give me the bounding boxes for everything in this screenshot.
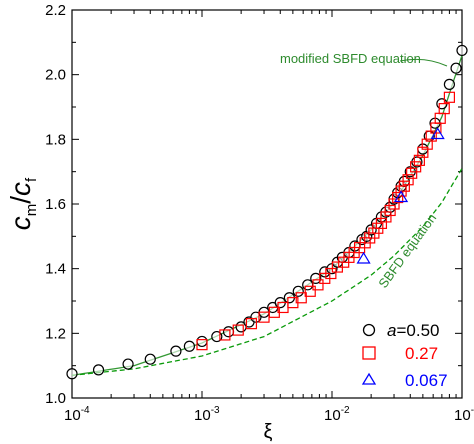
point-027	[421, 138, 433, 150]
point-a050	[122, 358, 134, 370]
x-tick-label: 10-1	[454, 405, 474, 424]
point-027	[219, 329, 231, 341]
legend-marker-square	[362, 346, 376, 360]
annotation-leader-line	[399, 58, 448, 67]
point-027	[443, 91, 456, 103]
point-a050	[443, 78, 456, 90]
x-tick-label: 10-4	[64, 405, 90, 424]
point-a050	[450, 62, 462, 74]
point-a050	[144, 353, 156, 365]
point-027	[325, 267, 337, 280]
y-tick-label: 2.2	[45, 2, 66, 19]
point-027	[402, 174, 414, 186]
point-027	[245, 318, 258, 330]
point-027	[398, 180, 410, 192]
legend-marker-triangle	[361, 372, 377, 385]
point-0067	[394, 190, 409, 203]
point-027	[417, 146, 429, 158]
point-a050	[183, 340, 196, 352]
legend: a=0.50 0.27 0.067	[361, 321, 448, 390]
point-a050	[222, 326, 235, 338]
y-tick-label: 1.4	[45, 261, 66, 278]
y-tick-label: 1.8	[45, 131, 66, 148]
annotation-sbfd: SBFD equation	[375, 211, 439, 291]
y-tick-label: 1.6	[45, 196, 66, 213]
point-027	[295, 292, 307, 304]
point-a050	[66, 368, 78, 380]
point-027	[304, 285, 316, 297]
y-tick-label: 1.2	[45, 325, 66, 342]
point-027	[392, 191, 404, 204]
point-a050	[292, 285, 304, 297]
data-points	[66, 44, 468, 380]
point-027	[413, 154, 425, 166]
point-027	[380, 211, 392, 223]
x-axis-label: ξ	[264, 421, 273, 443]
y-axis-label: cm/cf	[5, 177, 40, 230]
point-0067	[430, 127, 445, 140]
point-027	[406, 167, 418, 179]
sbfd-curve	[71, 168, 463, 377]
legend-label-027: 0.27	[405, 344, 438, 363]
legend-marker-circle	[362, 323, 376, 337]
x-tick-label: 10-3	[194, 405, 220, 424]
y-tick-label: 1.0	[45, 390, 66, 407]
point-0067	[356, 251, 371, 264]
point-a050	[456, 44, 468, 57]
point-027	[388, 198, 400, 210]
point-a050	[170, 345, 182, 357]
point-027	[196, 339, 208, 351]
x-tick-label: 10-2	[324, 405, 350, 424]
axis-ticks: 10-4 10-3 10-2 10-1 1.0 1.2 1.4 1.6 1.8 2.0 2.2	[45, 2, 474, 424]
point-a050	[92, 364, 105, 376]
point-027	[438, 103, 450, 115]
legend-label-0067: 0.067	[405, 371, 448, 390]
point-027	[232, 324, 244, 336]
point-027	[312, 279, 324, 291]
point-027	[410, 161, 422, 173]
annotation-modified-sbfd: modified SBFD equation	[280, 51, 421, 66]
legend-label-a050: a=0.50	[387, 321, 439, 340]
point-027	[384, 204, 396, 217]
point-a050	[196, 335, 208, 348]
y-tick-label: 2.0	[45, 67, 66, 84]
